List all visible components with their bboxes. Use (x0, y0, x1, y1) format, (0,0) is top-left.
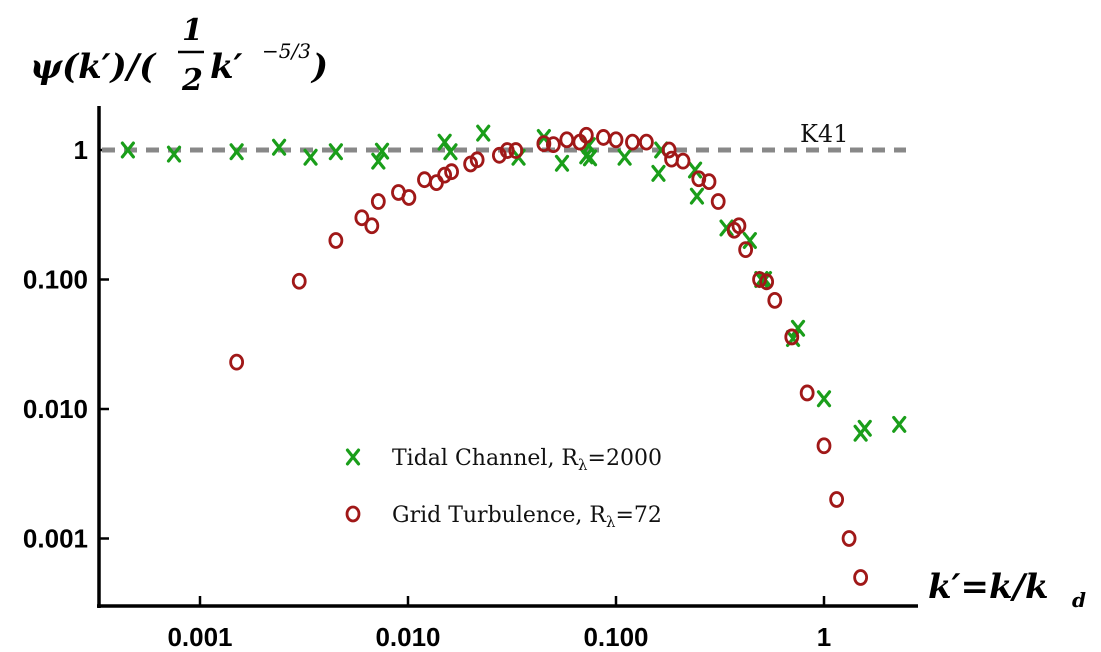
tidal-point-30 (857, 419, 872, 437)
y-axis-title: ψ(k′)/( 1 2 k′ −5/3 ) (30, 13, 328, 98)
grid-point-43 (853, 569, 869, 586)
grid-point-15 (499, 142, 515, 159)
tidal-point-23 (742, 232, 757, 249)
grid-point-0 (229, 353, 245, 371)
tidal-point-20 (687, 161, 703, 179)
legend-label-grid: Grid Turbulence, Rλ=72 (392, 503, 662, 531)
grid-point-34 (738, 241, 754, 259)
grid-point-24 (625, 133, 640, 151)
grid-point-23 (608, 131, 624, 149)
y-axis-title-frac-den: 2 (181, 63, 203, 98)
tidal-point-13 (554, 154, 570, 172)
series-tidal-channel (120, 124, 907, 442)
k41-reference-label: K41 (800, 120, 848, 148)
tidal-point-10 (476, 124, 491, 142)
y-axis-title-close: ) (310, 47, 328, 87)
grid-point-25 (638, 133, 654, 151)
grid-point-3 (354, 209, 370, 227)
grid-point-8 (417, 171, 432, 189)
x-axis-title-main: k′=k/k (928, 567, 1049, 607)
grid-point-9 (429, 174, 444, 192)
grid-point-28 (675, 152, 691, 170)
x-tick-label-3: 1 (817, 622, 831, 652)
grid-point-16 (508, 142, 524, 159)
y-tick-label-0: 0.001 (23, 524, 88, 554)
tidal-point-1 (166, 145, 182, 163)
legend-marker-tidal (345, 448, 361, 466)
grid-point-30 (701, 173, 717, 191)
x-axis-title: k′=k/k d (928, 567, 1086, 612)
tidal-point-6 (371, 152, 386, 170)
grid-point-7 (401, 189, 417, 206)
tidal-point-9 (443, 143, 458, 161)
grid-point-37 (767, 291, 783, 309)
tidal-point-7 (374, 142, 390, 160)
x-tick-label-2: 0.100 (583, 622, 648, 652)
grid-point-31 (710, 193, 726, 210)
tidal-point-4 (303, 148, 318, 166)
legend: Tidal Channel, Rλ=2000 Grid Turbulence, … (345, 446, 662, 531)
legend-label-tidal: Tidal Channel, Rλ=2000 (392, 446, 662, 474)
grid-point-22 (596, 129, 611, 146)
x-axis-title-subscript: d (1072, 588, 1086, 612)
grid-point-19 (559, 131, 575, 149)
y-tick-label-1: 0.010 (23, 394, 88, 424)
y-tick-label-2: 0.100 (23, 265, 88, 295)
grid-point-36 (759, 273, 775, 291)
tidal-point-0 (120, 141, 135, 159)
legend-x-marker (345, 448, 361, 466)
tidal-point-27 (790, 319, 806, 337)
grid-point-33 (731, 217, 747, 235)
tidal-point-31 (892, 415, 907, 433)
grid-point-1 (291, 272, 307, 290)
grid-point-10 (437, 166, 453, 184)
y-axis-title-main: ψ(k′)/( (30, 47, 157, 87)
y-axis-title-exponent: −5/3 (262, 39, 311, 63)
legend-o-marker (345, 505, 361, 523)
grid-point-17 (536, 135, 552, 153)
grid-point-21 (578, 126, 594, 144)
grid-point-5 (370, 193, 386, 210)
axis-ticks: 0.001 0.010 0.100 1 0.001 0.010 0.100 1 (23, 135, 831, 652)
grid-point-42 (841, 530, 857, 547)
grid-point-40 (816, 437, 832, 455)
y-axis-title-k: k′ (210, 47, 243, 87)
grid-point-18 (545, 136, 561, 154)
tidal-point-17 (617, 148, 632, 166)
grid-point-27 (664, 150, 679, 168)
grid-point-39 (799, 384, 815, 402)
tidal-point-3 (271, 138, 287, 156)
tidal-point-16 (582, 149, 598, 167)
grid-point-2 (328, 232, 344, 249)
y-tick-label-3: 1 (74, 135, 88, 165)
grid-point-38 (784, 328, 800, 346)
tidal-point-28 (816, 390, 832, 408)
y-axis-title-frac-num: 1 (182, 13, 203, 48)
legend-marker-grid (345, 505, 361, 523)
tidal-point-2 (229, 143, 244, 161)
grid-point-35 (752, 271, 767, 288)
grid-point-26 (661, 141, 677, 159)
tidal-point-21 (689, 187, 705, 205)
grid-point-13 (469, 151, 485, 169)
grid-point-41 (829, 491, 845, 508)
tidal-point-5 (328, 143, 343, 161)
grid-point-4 (364, 217, 380, 235)
grid-point-11 (444, 163, 459, 181)
grid-point-14 (491, 146, 507, 164)
series-grid-turbulence (229, 126, 869, 586)
tidal-point-18 (651, 164, 666, 182)
x-tick-label-0: 0.001 (167, 622, 232, 652)
x-tick-label-1: 0.010 (375, 622, 440, 652)
